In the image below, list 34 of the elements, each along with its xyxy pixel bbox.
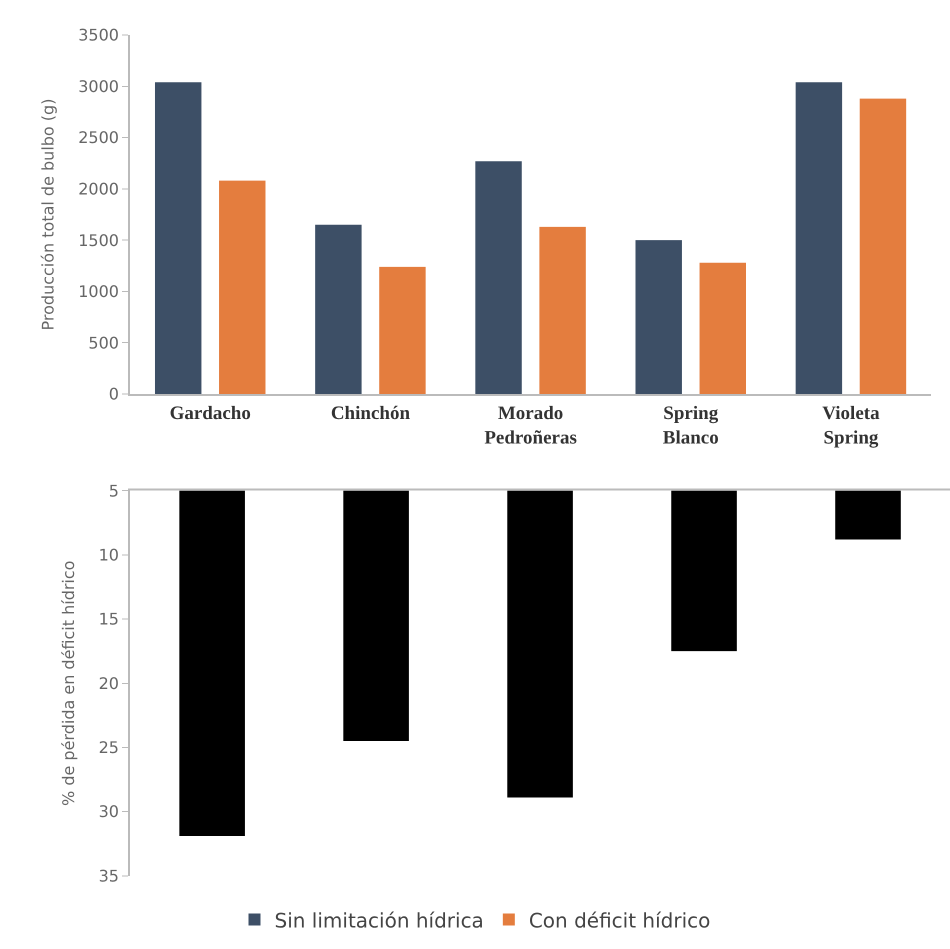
y-tick-label: 10 — [98, 546, 119, 565]
y-tick-label: 5 — [108, 481, 119, 500]
y-tick-label: 25 — [98, 738, 119, 758]
x-tick-label: Chinchón — [330, 402, 410, 424]
x-tick-label: Morado Pedroñeras — [484, 402, 577, 449]
bar — [379, 266, 426, 394]
legend-label: Con déficit hídrico — [528, 908, 710, 932]
y-tick-label: 15 — [98, 610, 119, 629]
y-axis-title: Producción total de bulbo (g) — [38, 98, 58, 330]
x-tick-label: Gardacho — [170, 402, 251, 424]
bar — [700, 262, 746, 394]
y-tick-label: 35 — [98, 866, 119, 886]
bar — [860, 98, 906, 394]
bar — [635, 240, 682, 394]
bar — [796, 82, 842, 394]
y-tick-label: 3000 — [78, 76, 119, 96]
y-tick-label: 2500 — [78, 128, 119, 148]
y-tick-label: 30 — [98, 802, 119, 822]
y-tick-label: 1000 — [78, 282, 119, 302]
y-tick-label: 0 — [108, 384, 119, 404]
y-tick-label: 3500 — [78, 26, 119, 45]
y-tick-label: 1500 — [78, 230, 119, 250]
y-axis-title: % de pérdida en déficit hídrico — [58, 560, 78, 806]
x-tick-label: Violeta Spring — [822, 402, 880, 449]
legend-label: Sin limitación hídrica — [274, 908, 484, 932]
y-tick-label: 20 — [98, 674, 119, 693]
bar — [315, 224, 362, 394]
bar — [539, 226, 586, 394]
y-tick-label: 2000 — [78, 179, 119, 198]
x-tick-label: Spring Blanco — [662, 402, 719, 449]
bar — [219, 180, 266, 394]
bar — [475, 161, 522, 394]
y-tick-label: 500 — [88, 333, 119, 352]
bar — [154, 82, 202, 394]
